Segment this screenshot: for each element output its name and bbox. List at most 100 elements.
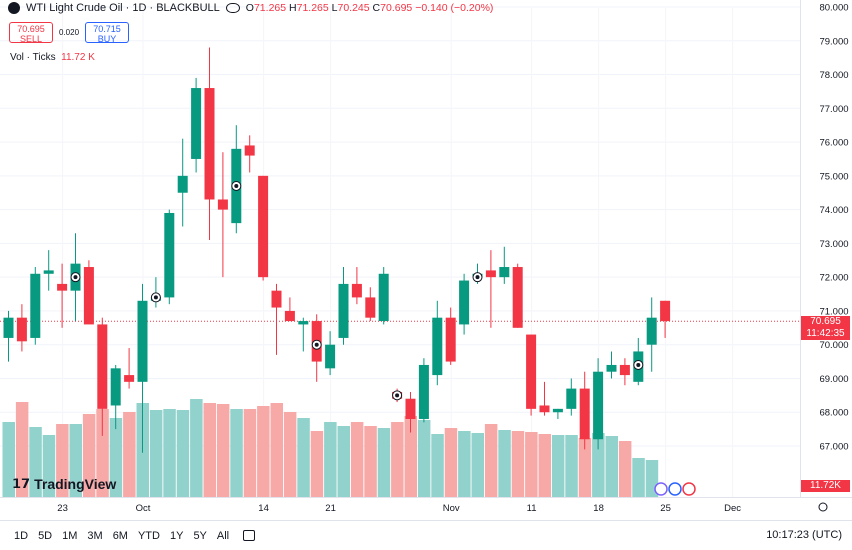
volume-bar bbox=[471, 433, 484, 497]
buy-button[interactable]: 70.715 BUY bbox=[85, 22, 130, 44]
y-tick-label: 79.000 bbox=[819, 36, 848, 47]
range-button-5y[interactable]: 5Y bbox=[193, 529, 207, 542]
volume-bar bbox=[123, 412, 136, 497]
volume-bar bbox=[404, 416, 417, 497]
volume-bar bbox=[216, 404, 230, 497]
economic-event-icon bbox=[654, 482, 668, 496]
candle-body bbox=[459, 280, 470, 325]
candle-body bbox=[83, 267, 94, 325]
volume-bar bbox=[632, 458, 645, 497]
volume-bar bbox=[592, 433, 605, 497]
event-marker-dot bbox=[636, 362, 641, 367]
y-tick-label: 80.000 bbox=[819, 3, 848, 14]
volume-bar bbox=[324, 422, 337, 497]
candle-body bbox=[3, 317, 14, 338]
calendar-icon[interactable] bbox=[243, 530, 256, 541]
sell-button[interactable]: 70.695 SELL bbox=[9, 22, 53, 44]
symbol-icon bbox=[8, 2, 20, 14]
chart-header: WTI Light Crude Oil · 1D · BLACKBULL O71… bbox=[8, 2, 493, 14]
volume-bar bbox=[458, 431, 471, 497]
volume-bar bbox=[96, 409, 109, 497]
candle-body bbox=[124, 375, 135, 382]
ohlc-values: O71.265 H71.265 L70.245 C70.695 −0.140 (… bbox=[245, 2, 494, 14]
x-tick-label: Oct bbox=[136, 503, 151, 514]
y-tick-label: 73.000 bbox=[819, 239, 848, 250]
volume-bar bbox=[377, 428, 391, 497]
volume-bar bbox=[2, 422, 15, 497]
candle-body bbox=[445, 317, 456, 362]
volume-bar bbox=[15, 402, 29, 497]
candle-body bbox=[244, 145, 255, 156]
volume-legend[interactable]: Vol · Ticks 11.72 K bbox=[10, 52, 95, 63]
volume-bar bbox=[578, 438, 592, 497]
volume-bar bbox=[109, 418, 123, 497]
candle-body bbox=[30, 273, 41, 338]
candle-body bbox=[660, 300, 671, 322]
volume-bar bbox=[190, 399, 203, 497]
event-marker-dot bbox=[395, 393, 400, 398]
volume-bar bbox=[163, 409, 176, 497]
volume-bar bbox=[565, 435, 578, 497]
x-tick-label: 25 bbox=[660, 503, 671, 514]
candle-body bbox=[217, 199, 228, 210]
x-tick-label: 11 bbox=[527, 503, 537, 514]
candle-body bbox=[512, 267, 523, 328]
candle-body bbox=[526, 334, 537, 409]
volume-bar bbox=[605, 436, 618, 497]
volume-bar bbox=[230, 409, 243, 497]
volume-bar bbox=[149, 410, 163, 497]
candle-body bbox=[191, 88, 202, 159]
spread-value: 0.020 bbox=[59, 28, 80, 37]
range-button-6m[interactable]: 6M bbox=[112, 529, 128, 542]
settings-gear-icon bbox=[818, 502, 828, 512]
volume-bar bbox=[498, 430, 511, 497]
y-tick-label: 74.000 bbox=[819, 205, 848, 216]
visibility-eye-icon[interactable] bbox=[225, 3, 240, 13]
candle-body bbox=[351, 283, 362, 298]
volume-bar bbox=[364, 426, 377, 497]
volume-bar bbox=[82, 414, 96, 497]
tradingview-icon: 𝟭𝟳 bbox=[12, 476, 31, 491]
clock[interactable]: 10:17:23 (UTC) bbox=[766, 529, 842, 541]
volume-bar bbox=[270, 403, 283, 497]
range-button-1y[interactable]: 1Y bbox=[169, 529, 184, 542]
candle-body bbox=[378, 273, 389, 322]
range-button-1m[interactable]: 1M bbox=[62, 529, 78, 542]
x-tick-label: 14 bbox=[258, 503, 269, 514]
change-value: −0.140 (−0.20%) bbox=[415, 2, 494, 14]
volume-bar bbox=[42, 435, 56, 497]
candle-body bbox=[593, 371, 604, 440]
candle-body bbox=[204, 88, 215, 200]
range-button-all[interactable]: All bbox=[216, 529, 230, 542]
y-tick-label: 75.000 bbox=[819, 171, 848, 182]
price-chart[interactable]: 80.000 79.000 78.000 77.000 76.000 75.000 74.0… bbox=[0, 0, 852, 520]
event-marker-dot bbox=[73, 275, 78, 280]
y-tick-label: 69.000 bbox=[819, 374, 848, 385]
event-marker-dot bbox=[153, 295, 158, 300]
symbol-title[interactable]: WTI Light Crude Oil · 1D · BLACKBULL bbox=[26, 2, 220, 14]
x-tick-label: Dec bbox=[724, 503, 741, 514]
volume-bar bbox=[283, 412, 297, 497]
range-button-1d[interactable]: 1D bbox=[14, 529, 29, 542]
candle-body bbox=[284, 310, 295, 322]
x-tick-label: Nov bbox=[443, 503, 460, 514]
tradingview-logo[interactable]: 𝟭𝟳 TradingView bbox=[12, 476, 117, 492]
candle-body bbox=[16, 317, 27, 342]
candle-body bbox=[619, 364, 630, 376]
volume-bar bbox=[431, 434, 444, 497]
candle-body bbox=[258, 175, 269, 278]
candle-body bbox=[137, 300, 148, 382]
candle-body bbox=[338, 283, 349, 338]
volume-bar bbox=[310, 431, 324, 497]
volume-bar bbox=[337, 426, 350, 497]
range-button-ytd[interactable]: YTD bbox=[137, 529, 160, 542]
range-button-3m[interactable]: 3M bbox=[87, 529, 103, 542]
x-tick-label: 18 bbox=[593, 503, 604, 514]
candle-body bbox=[566, 388, 577, 409]
volume-bar bbox=[29, 427, 42, 497]
last-price-tag: 70.695 11:42:35 bbox=[801, 316, 850, 340]
range-button-5d[interactable]: 5D bbox=[38, 529, 53, 542]
x-tick-label: 21 bbox=[325, 503, 336, 514]
volume-bar bbox=[538, 434, 551, 497]
y-tick-label: 71.000 bbox=[819, 306, 848, 317]
